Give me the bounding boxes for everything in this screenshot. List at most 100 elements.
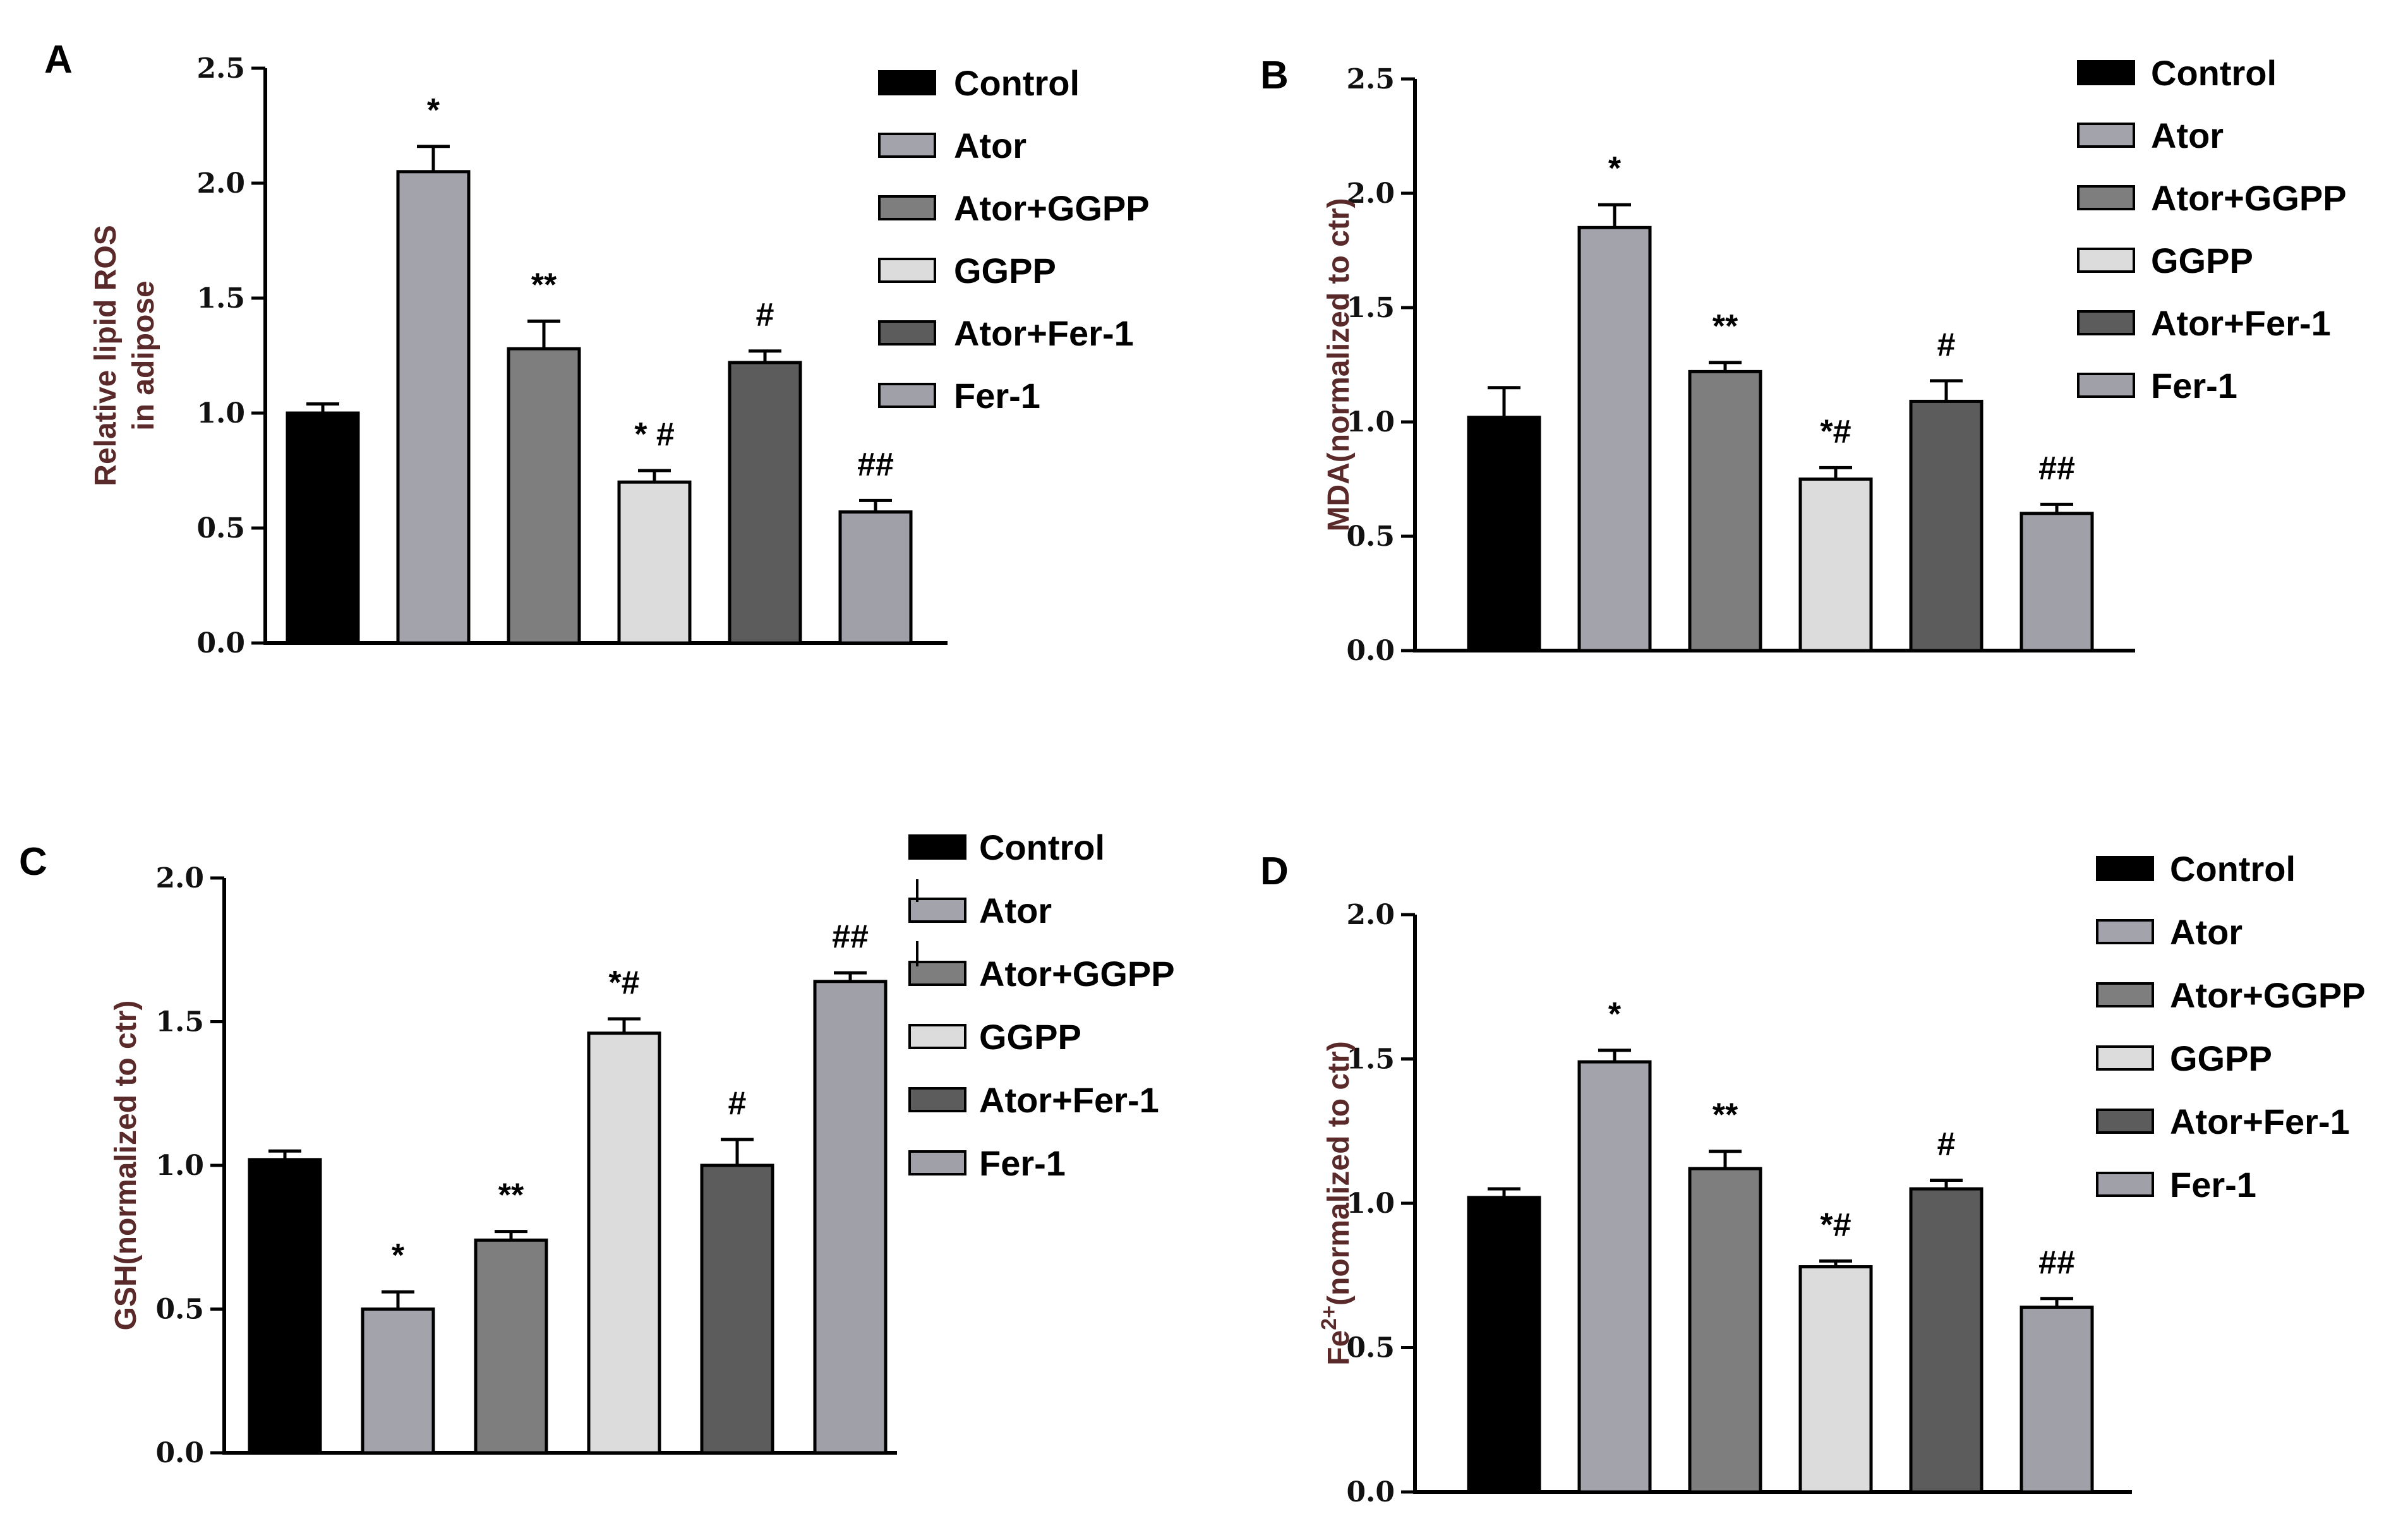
bar-control — [1467, 1196, 1541, 1494]
significance-label: * — [1608, 150, 1622, 187]
bar-ator — [1577, 225, 1652, 652]
y-tick-label: 2.0 — [1346, 177, 1395, 210]
legend-swatch — [908, 1024, 966, 1049]
significance-label: ** — [1713, 1097, 1738, 1134]
significance-label: * — [392, 1237, 405, 1274]
y-tick-label: 1.5 — [196, 282, 245, 315]
y-axis-label-line2: in adipose — [127, 280, 160, 430]
bar-ator-ggpp — [507, 347, 581, 645]
y-tick-label: 1.5 — [1346, 1043, 1395, 1076]
legend-label: Ator+Fer-1 — [979, 1080, 1159, 1120]
legend-swatch — [2077, 373, 2135, 398]
legend-swatch — [878, 383, 936, 408]
bar-control — [248, 1158, 322, 1455]
legend-label: Ator — [954, 126, 1026, 165]
legend-swatch — [2077, 248, 2135, 273]
bar-ator — [1577, 1060, 1652, 1494]
y-tick-label: 0.0 — [1346, 1476, 1395, 1508]
bar-control — [286, 411, 360, 645]
significance-label: # — [1937, 1126, 1956, 1162]
legend-swatch — [878, 133, 936, 158]
y-tick-label: 1.5 — [155, 1006, 204, 1038]
legend-swatch — [908, 1150, 966, 1175]
significance-label: *# — [1820, 1206, 1851, 1243]
legend-label: Ator+Fer-1 — [954, 313, 1134, 353]
y-tick-label: 0.5 — [196, 512, 245, 544]
y-tick-label: 2.0 — [155, 862, 204, 894]
legend-swatch — [2077, 60, 2135, 85]
y-tick-label: 2.5 — [1346, 63, 1395, 95]
y-axis-label-part: (normalized to ctr) — [1322, 1041, 1356, 1306]
significance-label: * — [1608, 996, 1622, 1033]
y-tick-label: 0.5 — [1346, 1332, 1395, 1364]
legend-swatch — [878, 320, 936, 346]
significance-label: ## — [857, 446, 894, 483]
bar-ator — [361, 1308, 435, 1455]
bar-ggpp — [1798, 478, 1873, 652]
panel-B: B 0.0 0.5 1.0 1.5 2.0 2.5 MDA(normalized to ctr… — [1260, 53, 2347, 667]
panel-label: C — [19, 840, 47, 884]
bar-fer-1 — [2020, 512, 2094, 652]
legend-swatch — [2096, 1045, 2154, 1071]
legend-swatch — [2096, 1109, 2154, 1134]
significance-label: * # — [634, 416, 675, 453]
legend-label: Ator — [979, 891, 1052, 930]
bar-fer-1 — [2020, 1306, 2094, 1494]
significance-label: ** — [498, 1177, 524, 1214]
significance-label: # — [756, 297, 774, 334]
bar-ator-fer-1 — [1909, 399, 1984, 652]
bar-ator-ggpp — [1688, 370, 1762, 652]
panel-D: D 0.0 0.5 1.0 1.5 2.0 Fe2+(normalized to ctr) *… — [1260, 849, 2366, 1508]
panel-label: B — [1260, 54, 1289, 97]
bar-ator-fer-1 — [1909, 1187, 1984, 1494]
legend-label: GGPP — [979, 1017, 1081, 1057]
y-tick-label: 0.0 — [155, 1437, 204, 1469]
y-tick-label: 1.0 — [1346, 1187, 1395, 1220]
bar-ggpp — [587, 1031, 661, 1455]
significance-label: ** — [531, 267, 557, 303]
legend-label: Control — [954, 63, 1080, 103]
y-axis-label: MDA(normalized to ctr) — [1322, 198, 1356, 532]
legend-swatch — [908, 961, 966, 986]
y-axis-label-part: Fe — [1322, 1330, 1356, 1366]
legend-swatch — [2077, 310, 2135, 335]
bar-ator-fer-1 — [700, 1163, 774, 1455]
legend-swatch — [908, 898, 966, 923]
significance-label: *# — [608, 965, 639, 1001]
y-axis-label-superscript: 2+ — [1317, 1306, 1341, 1330]
y-tick-label: 1.0 — [1346, 406, 1395, 438]
legend-label: Ator+Fer-1 — [2170, 1102, 2350, 1141]
legend-label: Ator+GGPP — [979, 954, 1175, 994]
bar-control — [1467, 416, 1541, 652]
y-axis-label-line1: Relative lipid ROS — [89, 225, 123, 486]
bar-ggpp — [617, 480, 692, 645]
legend-label: Fer-1 — [979, 1143, 1066, 1183]
legend-label: GGPP — [2170, 1038, 2272, 1078]
legend-label: GGPP — [954, 251, 1056, 291]
y-tick-label: 0.5 — [1346, 520, 1395, 553]
legend-swatch — [2096, 982, 2154, 1007]
legend-swatch — [908, 1087, 966, 1112]
legend-label: Ator — [2151, 116, 2224, 155]
significance-label: # — [1937, 327, 1956, 363]
bar-ggpp — [1798, 1265, 1873, 1494]
y-tick-label: 0.0 — [196, 627, 245, 659]
panel-A: A 0.0 0.5 1.0 1.5 2.0 2.5 Relative lipid ROS in … — [44, 38, 1150, 659]
y-axis-label: Fe2+(normalized to ctr) — [1317, 1041, 1356, 1365]
bar-fer-1 — [838, 510, 913, 645]
legend-swatch — [878, 258, 936, 283]
legend-swatch — [878, 70, 936, 95]
legend-label: GGPP — [2151, 241, 2253, 280]
significance-label: ## — [2038, 450, 2075, 486]
significance-label: ## — [832, 918, 869, 955]
legend-swatch — [2077, 185, 2135, 210]
y-tick-label: 1.5 — [1346, 292, 1395, 324]
legend-label: Fer-1 — [2151, 366, 2237, 406]
panel-label: D — [1260, 850, 1289, 893]
legend-label: Ator+GGPP — [954, 188, 1150, 228]
significance-label: * — [427, 92, 440, 129]
y-tick-label: 2.0 — [196, 167, 245, 200]
legend-swatch — [2096, 919, 2154, 944]
legend-label: Fer-1 — [2170, 1165, 2256, 1205]
